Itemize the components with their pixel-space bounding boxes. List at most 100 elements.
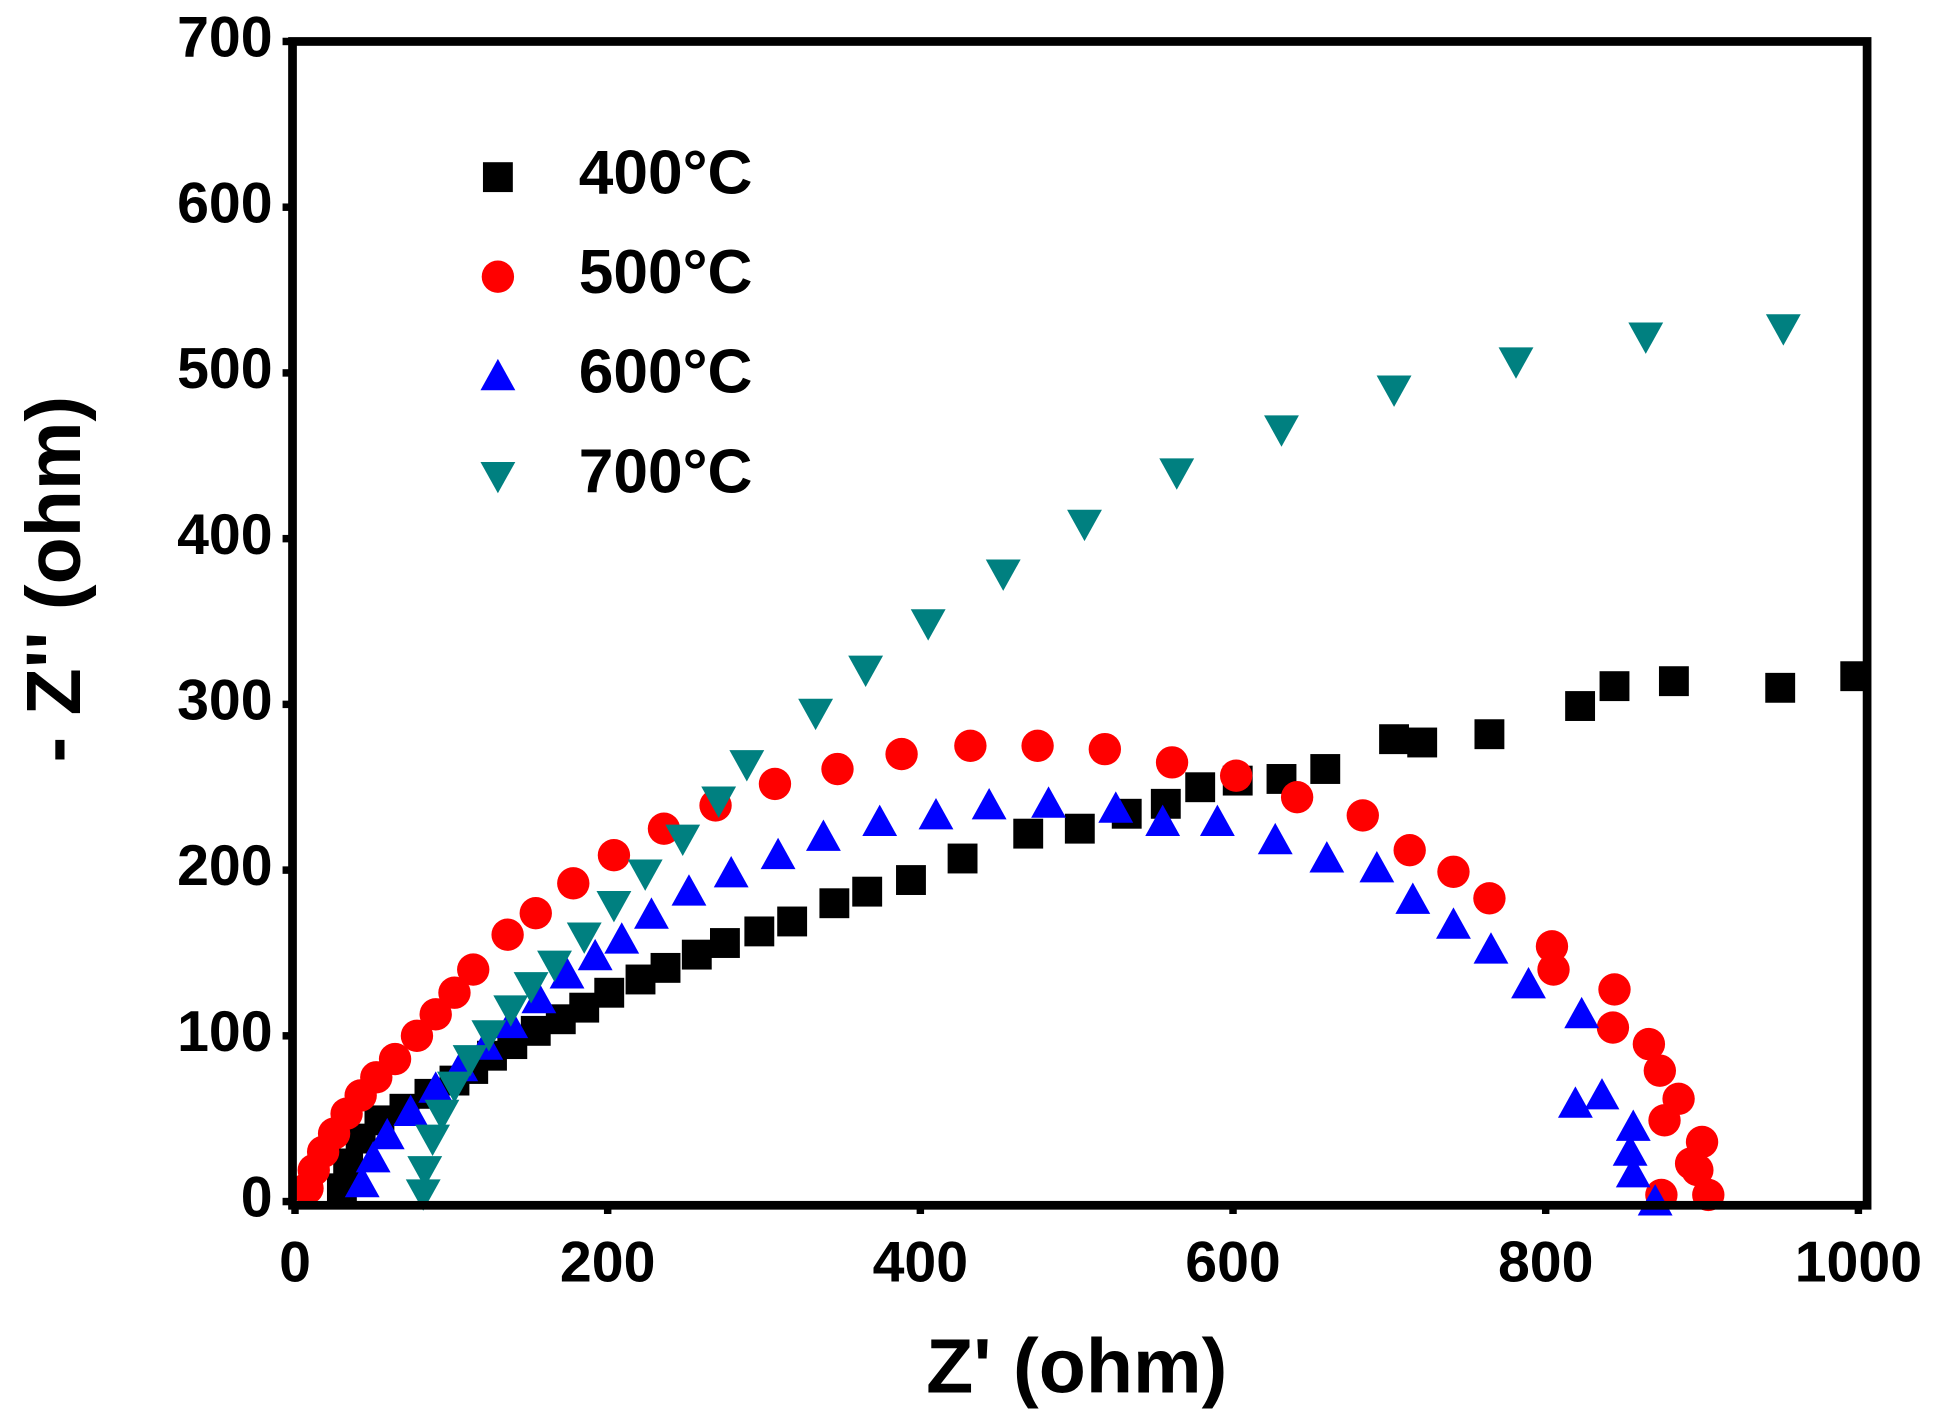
marker <box>1474 719 1505 750</box>
marker <box>405 1179 441 1211</box>
marker <box>438 976 471 1009</box>
marker <box>744 916 775 947</box>
marker <box>1064 813 1095 844</box>
marker <box>407 1156 443 1188</box>
marker <box>1257 822 1293 855</box>
marker <box>1393 834 1426 867</box>
marker <box>1185 772 1216 803</box>
marker <box>681 939 712 970</box>
marker <box>862 804 898 836</box>
marker <box>419 998 452 1031</box>
marker <box>671 874 707 906</box>
marker <box>471 1020 507 1052</box>
marker <box>805 819 841 851</box>
marker <box>1159 458 1195 490</box>
y-tick-label: 400 <box>177 503 273 567</box>
marker <box>594 977 625 1008</box>
marker <box>947 843 978 874</box>
marker <box>1535 930 1569 963</box>
marker <box>1013 818 1044 849</box>
marker <box>1612 1134 1648 1166</box>
marker <box>848 655 884 687</box>
marker <box>452 1045 488 1077</box>
marker <box>1280 781 1314 814</box>
marker <box>1376 375 1412 407</box>
marker <box>1765 672 1796 703</box>
marker <box>537 950 572 982</box>
legend-label: 500°C <box>579 238 753 307</box>
marker <box>1346 799 1379 832</box>
marker <box>557 867 590 900</box>
marker <box>1643 1054 1677 1087</box>
marker <box>1067 509 1102 542</box>
marker <box>597 839 631 872</box>
marker <box>549 957 585 989</box>
marker <box>393 1094 429 1127</box>
marker <box>729 750 765 782</box>
x-tick-label: 800 <box>1498 1230 1594 1294</box>
x-tick-label: 200 <box>560 1230 656 1294</box>
marker <box>1379 724 1409 755</box>
legend-marker <box>480 358 516 391</box>
marker <box>1359 851 1395 883</box>
marker <box>985 559 1021 591</box>
marker <box>519 897 552 930</box>
y-tick-label: 700 <box>177 6 273 70</box>
x-tick-label: 400 <box>873 1230 969 1294</box>
marker <box>910 609 946 641</box>
marker <box>1098 791 1134 823</box>
plot-frame <box>288 37 1872 1210</box>
marker <box>627 859 663 891</box>
marker <box>1145 804 1181 836</box>
y-tick-label: 600 <box>177 171 273 235</box>
marker <box>1088 732 1122 766</box>
marker <box>596 890 632 923</box>
y-tick-label: 200 <box>177 834 273 898</box>
marker <box>798 698 834 731</box>
marker <box>758 767 792 801</box>
marker <box>424 1099 460 1132</box>
marker <box>1219 759 1253 792</box>
marker <box>418 1071 454 1103</box>
x-tick-label: 1000 <box>1795 1230 1922 1294</box>
marker <box>1199 804 1235 836</box>
marker <box>1632 1027 1666 1061</box>
marker <box>1031 786 1066 818</box>
marker <box>821 752 854 786</box>
marker <box>604 922 640 954</box>
marker <box>521 981 557 1014</box>
marker <box>760 837 796 870</box>
marker <box>896 865 926 895</box>
marker <box>1021 729 1054 762</box>
legend-marker <box>480 461 516 494</box>
marker <box>1437 855 1470 888</box>
marker <box>493 995 529 1027</box>
x-tick-label: 600 <box>1185 1230 1281 1294</box>
marker <box>1648 1104 1681 1137</box>
marker <box>1395 882 1431 914</box>
marker <box>577 938 613 971</box>
marker <box>355 1141 391 1173</box>
marker <box>1599 671 1630 702</box>
marker <box>665 824 701 857</box>
marker <box>1498 347 1534 379</box>
marker <box>1564 996 1600 1029</box>
marker <box>369 1117 405 1150</box>
marker <box>709 928 740 958</box>
marker <box>291 1172 324 1205</box>
marker <box>713 855 749 888</box>
x-tick-label: 0 <box>279 1230 311 1294</box>
marker <box>885 737 918 771</box>
y-tick-label: 0 <box>241 1166 273 1230</box>
marker <box>777 906 808 937</box>
legend-label: 400°C <box>579 139 753 208</box>
marker <box>1674 1147 1708 1180</box>
marker <box>1628 322 1664 354</box>
marker <box>566 922 602 954</box>
y-tick-label: 100 <box>177 1000 273 1064</box>
marker <box>1407 727 1438 758</box>
marker <box>701 786 737 818</box>
marker <box>1584 1078 1620 1110</box>
y-tick-label: 300 <box>177 669 273 733</box>
